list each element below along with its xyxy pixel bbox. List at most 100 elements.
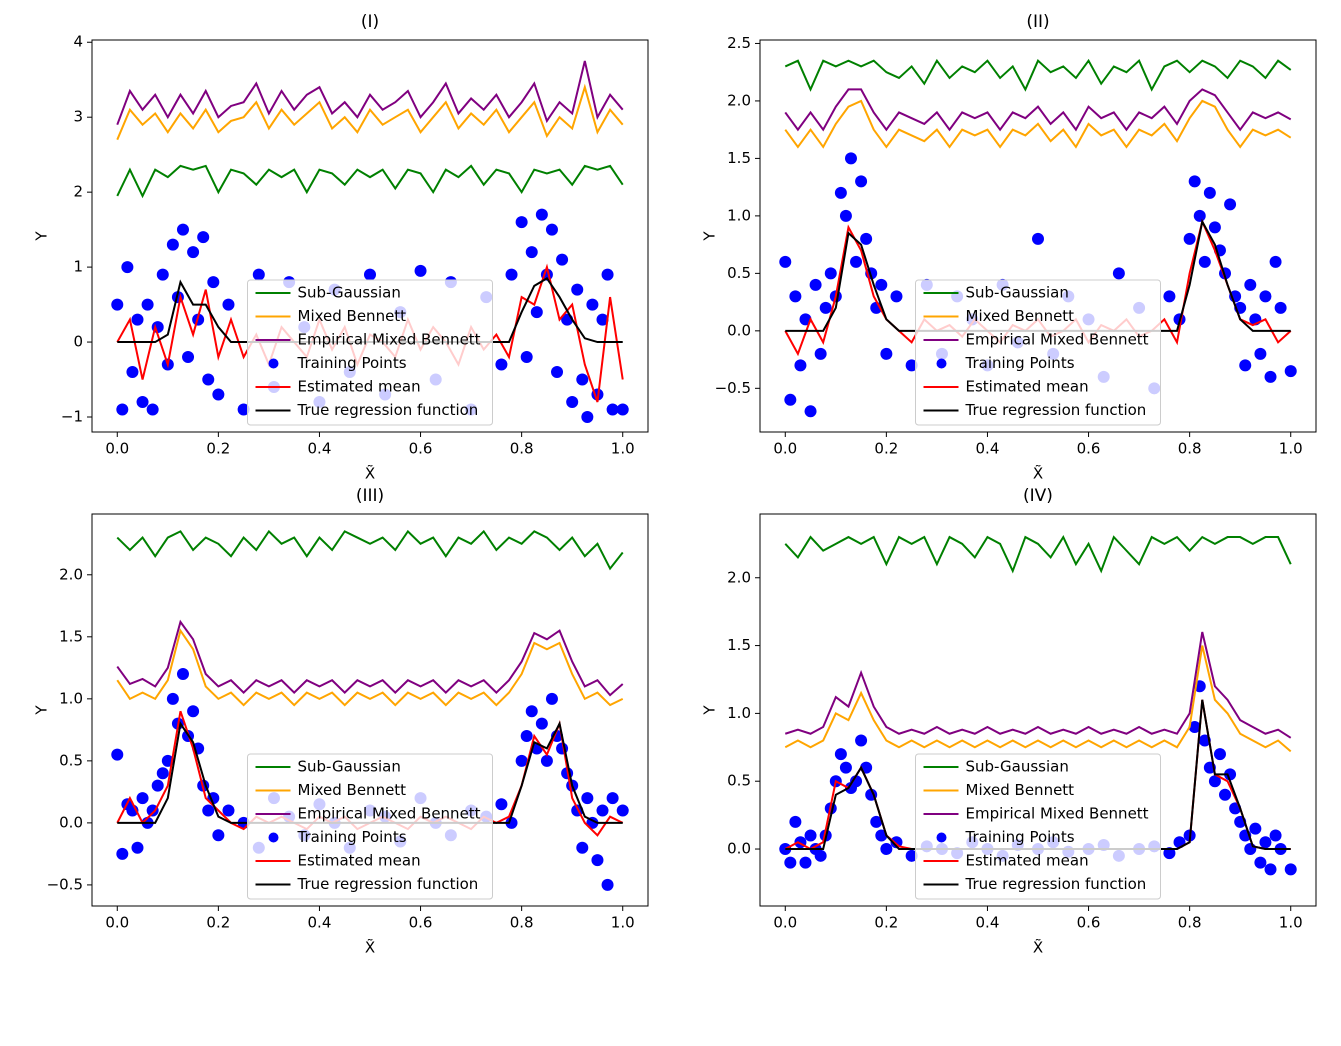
training-point — [212, 829, 225, 842]
training-point — [1239, 359, 1252, 372]
training-point — [505, 816, 518, 829]
y-tick-label: 2.0 — [727, 91, 751, 109]
training-point — [515, 216, 528, 229]
training-point — [616, 403, 629, 416]
y-tick-label: 2.5 — [727, 34, 751, 52]
training-point — [1264, 863, 1277, 876]
series-line — [116, 619, 624, 697]
training-point — [1249, 822, 1262, 835]
training-point — [855, 175, 868, 188]
legend-label: Empirical Mixed Bennett — [298, 331, 481, 349]
y-tick-label: −0.5 — [47, 875, 83, 893]
legend-label: Sub-Gaussian — [966, 284, 1069, 302]
training-point — [156, 767, 169, 780]
training-point — [1183, 232, 1196, 245]
training-point — [850, 255, 863, 268]
training-point — [136, 396, 149, 409]
training-point — [581, 792, 594, 805]
x-tick-label: 0.6 — [409, 914, 433, 932]
training-point — [222, 804, 235, 817]
training-point — [551, 366, 564, 379]
y-tick-label: −0.5 — [715, 379, 751, 397]
x-tick-label: 0.4 — [308, 914, 332, 932]
y-tick-label: 0.5 — [59, 751, 83, 769]
y-tick-label: 1.5 — [727, 149, 751, 167]
training-point — [1274, 301, 1287, 314]
training-point — [530, 306, 543, 319]
training-point — [495, 798, 508, 811]
training-point — [131, 313, 144, 326]
training-point — [1203, 186, 1216, 199]
training-point — [202, 804, 215, 817]
training-point — [1224, 198, 1237, 211]
legend-label: Training Points — [297, 354, 407, 372]
legend-label: Empirical Mixed Bennett — [966, 331, 1149, 349]
training-point — [890, 290, 903, 303]
training-point — [520, 730, 533, 743]
training-point — [156, 268, 169, 281]
panel: (I) X̃ Y 0.0 0.2 0.4 0.6 0.8 1.0 −1 0 1 2 3 4 Sub-Gauss… — [33, 12, 649, 483]
legend-label: True regression function — [297, 401, 479, 419]
y-tick-label: 0.0 — [59, 813, 83, 831]
y-tick-label: 2.0 — [727, 568, 751, 586]
training-point — [126, 366, 139, 379]
legend-label: Empirical Mixed Bennett — [298, 805, 481, 823]
legend-label: True regression function — [297, 875, 479, 893]
panel-title: (I) — [361, 12, 379, 32]
y-tick-label: 3 — [73, 108, 83, 126]
training-point — [1198, 255, 1211, 268]
training-point — [789, 815, 802, 828]
training-point — [844, 152, 857, 165]
panel: (IV) X̃ Y 0.0 0.2 0.4 0.6 0.8 1.0 0.0 0.5 1.0 1.5 2.0… — [701, 486, 1317, 957]
legend-box — [247, 279, 493, 426]
training-point — [784, 393, 797, 406]
axes-frame — [91, 39, 649, 433]
series-line — [116, 60, 624, 126]
y-tick-label: 0.0 — [727, 321, 751, 339]
training-point — [794, 359, 807, 372]
y-tick-label: 1.5 — [727, 636, 751, 654]
training-point — [1163, 847, 1176, 860]
legend-box — [915, 753, 1161, 900]
x-tick-label: 0.8 — [510, 440, 534, 458]
training-point — [1259, 290, 1272, 303]
y-tick-label: 0.5 — [727, 772, 751, 790]
training-point — [1188, 175, 1201, 188]
series-line — [116, 529, 624, 571]
training-point — [535, 717, 548, 730]
training-point — [784, 856, 797, 869]
training-point — [576, 373, 589, 386]
y-axis-label: Y — [33, 231, 51, 242]
training-point — [197, 231, 210, 244]
series-line — [116, 628, 624, 707]
training-point — [207, 276, 220, 289]
training-point — [809, 278, 822, 291]
x-tick-label: 0.6 — [1077, 440, 1101, 458]
legend-marker — [936, 358, 947, 369]
y-tick-label: 2 — [73, 183, 83, 201]
x-tick-label: 1.0 — [1279, 914, 1303, 932]
training-point — [237, 403, 250, 416]
training-point — [166, 692, 179, 705]
x-tick-label: 0.4 — [308, 440, 332, 458]
legend: Sub-Gaussian Mixed Bennett Empirical Mixed… — [915, 279, 1161, 426]
x-axis-label: X̃ — [365, 938, 375, 957]
legend-marker — [936, 832, 947, 843]
training-point — [1254, 856, 1267, 869]
x-tick-label: 0.0 — [105, 914, 129, 932]
training-point — [364, 268, 376, 281]
training-point — [540, 754, 553, 767]
y-tick-label: −1 — [61, 408, 83, 426]
training-point — [581, 411, 594, 424]
legend-label: Estimated mean — [966, 852, 1089, 870]
training-point — [187, 705, 200, 718]
series-line — [784, 534, 1292, 574]
legend-label: Training Points — [965, 828, 1075, 846]
x-tick-label: 0.8 — [510, 914, 534, 932]
series-line — [784, 88, 1292, 132]
legend-label: True regression function — [965, 875, 1147, 893]
series-line — [784, 645, 1292, 753]
training-point — [151, 779, 164, 792]
y-axis-label: Y — [701, 231, 719, 242]
training-point — [182, 351, 195, 364]
